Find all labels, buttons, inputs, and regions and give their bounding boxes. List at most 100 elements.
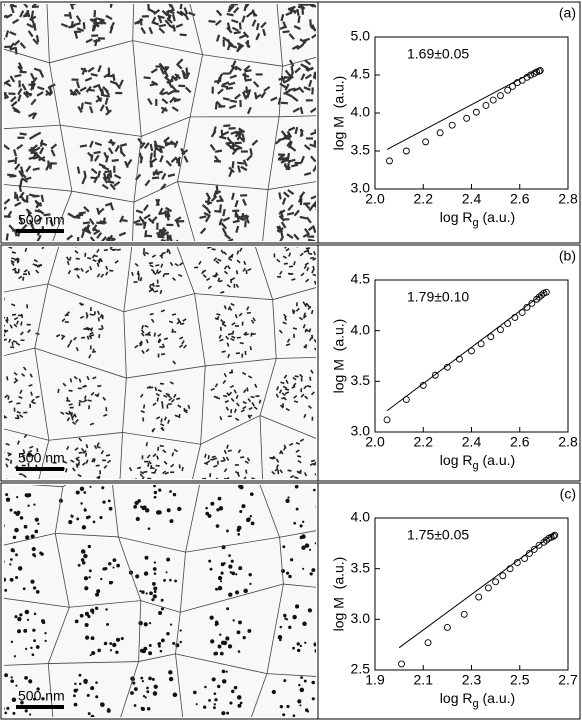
- particle: [284, 617, 286, 619]
- branch: [251, 333, 252, 337]
- branch: [316, 209, 322, 212]
- particle: [116, 638, 120, 642]
- particle: [36, 645, 40, 649]
- annotation: 1.69±0.05: [407, 46, 469, 62]
- particle: [215, 623, 218, 626]
- particle: [30, 647, 32, 649]
- particle: [154, 496, 157, 499]
- particle: [146, 592, 148, 594]
- data-point: [425, 640, 431, 646]
- branch: [286, 344, 290, 345]
- particle: [237, 533, 240, 536]
- branch: [109, 246, 113, 247]
- data-point: [500, 573, 506, 579]
- particle: [219, 506, 223, 510]
- particle: [170, 624, 172, 626]
- particle: [301, 545, 305, 549]
- branch: [322, 408, 326, 409]
- branch: [90, 178, 97, 179]
- branch: [306, 69, 313, 70]
- particle: [231, 690, 234, 693]
- branch: [222, 130, 223, 137]
- branch: [157, 397, 158, 401]
- particle: [143, 647, 147, 651]
- particle: [144, 622, 148, 626]
- branch: [300, 217, 307, 219]
- particle: [315, 542, 317, 544]
- particle: [302, 568, 304, 570]
- branch: [294, 477, 298, 478]
- branch: [158, 447, 159, 451]
- x-tick-label: 1.9: [365, 672, 385, 688]
- branch: [90, 242, 95, 247]
- branch: [322, 314, 323, 318]
- particle: [230, 571, 232, 573]
- particle: [174, 580, 177, 583]
- branch: [320, 225, 321, 232]
- x-label-text: log R: [440, 690, 473, 706]
- branch: [112, 160, 119, 161]
- data-point: [497, 327, 503, 333]
- particle: [148, 677, 152, 681]
- particle: [10, 509, 13, 512]
- particle: [89, 569, 92, 572]
- particle: [292, 615, 296, 619]
- branch: [181, 2, 182, 9]
- particle: [148, 527, 151, 530]
- particle: [88, 712, 91, 715]
- cell-boundary: [332, 234, 341, 283]
- branch: [316, 160, 321, 165]
- branch: [182, 467, 183, 471]
- particle: [223, 641, 227, 645]
- particle: [320, 703, 322, 705]
- y-tick-label: 3.5: [351, 559, 371, 575]
- particle: [20, 516, 24, 520]
- branch: [113, 74, 114, 81]
- branch: [2, 436, 3, 440]
- branch: [308, 240, 315, 242]
- particle: [228, 592, 232, 596]
- branch: [84, 171, 85, 178]
- branch: [12, 314, 16, 315]
- particle: [83, 679, 88, 684]
- x-label-text: log R: [440, 452, 473, 468]
- branch: [319, 459, 322, 462]
- particle: [10, 676, 12, 678]
- particle: [109, 507, 113, 511]
- branch: [72, 416, 73, 420]
- x-label-unit: (a.u.): [479, 690, 516, 706]
- particle: [286, 705, 289, 708]
- particle: [299, 704, 301, 706]
- branch: [29, 385, 33, 386]
- particle: [102, 500, 105, 503]
- particle: [145, 556, 149, 560]
- particle: [100, 702, 105, 707]
- particle: [214, 703, 216, 705]
- particle: [88, 545, 91, 548]
- particle: [321, 558, 323, 560]
- image-bg: [4, 4, 316, 241]
- branch: [223, 125, 230, 126]
- particle: [23, 629, 27, 633]
- branch: [187, 68, 188, 75]
- cell-boundary: [341, 467, 350, 527]
- y-axis-label: log M (a.u.): [331, 319, 347, 394]
- branch: [318, 313, 322, 314]
- branch: [324, 337, 328, 338]
- particle: [30, 580, 34, 584]
- particle: [80, 614, 84, 618]
- particle: [309, 549, 311, 551]
- branch: [172, 241, 178, 245]
- branch: [250, 346, 251, 350]
- particle: [166, 571, 168, 573]
- particle: [293, 714, 296, 717]
- branch: [146, 442, 147, 446]
- particle: [222, 679, 227, 684]
- particle: [27, 493, 31, 497]
- particle: [83, 554, 87, 558]
- x-label-unit: (a.u.): [479, 209, 516, 225]
- particle: [108, 499, 111, 502]
- particle: [87, 694, 90, 697]
- particle: [297, 699, 301, 703]
- branch: [8, 161, 15, 162]
